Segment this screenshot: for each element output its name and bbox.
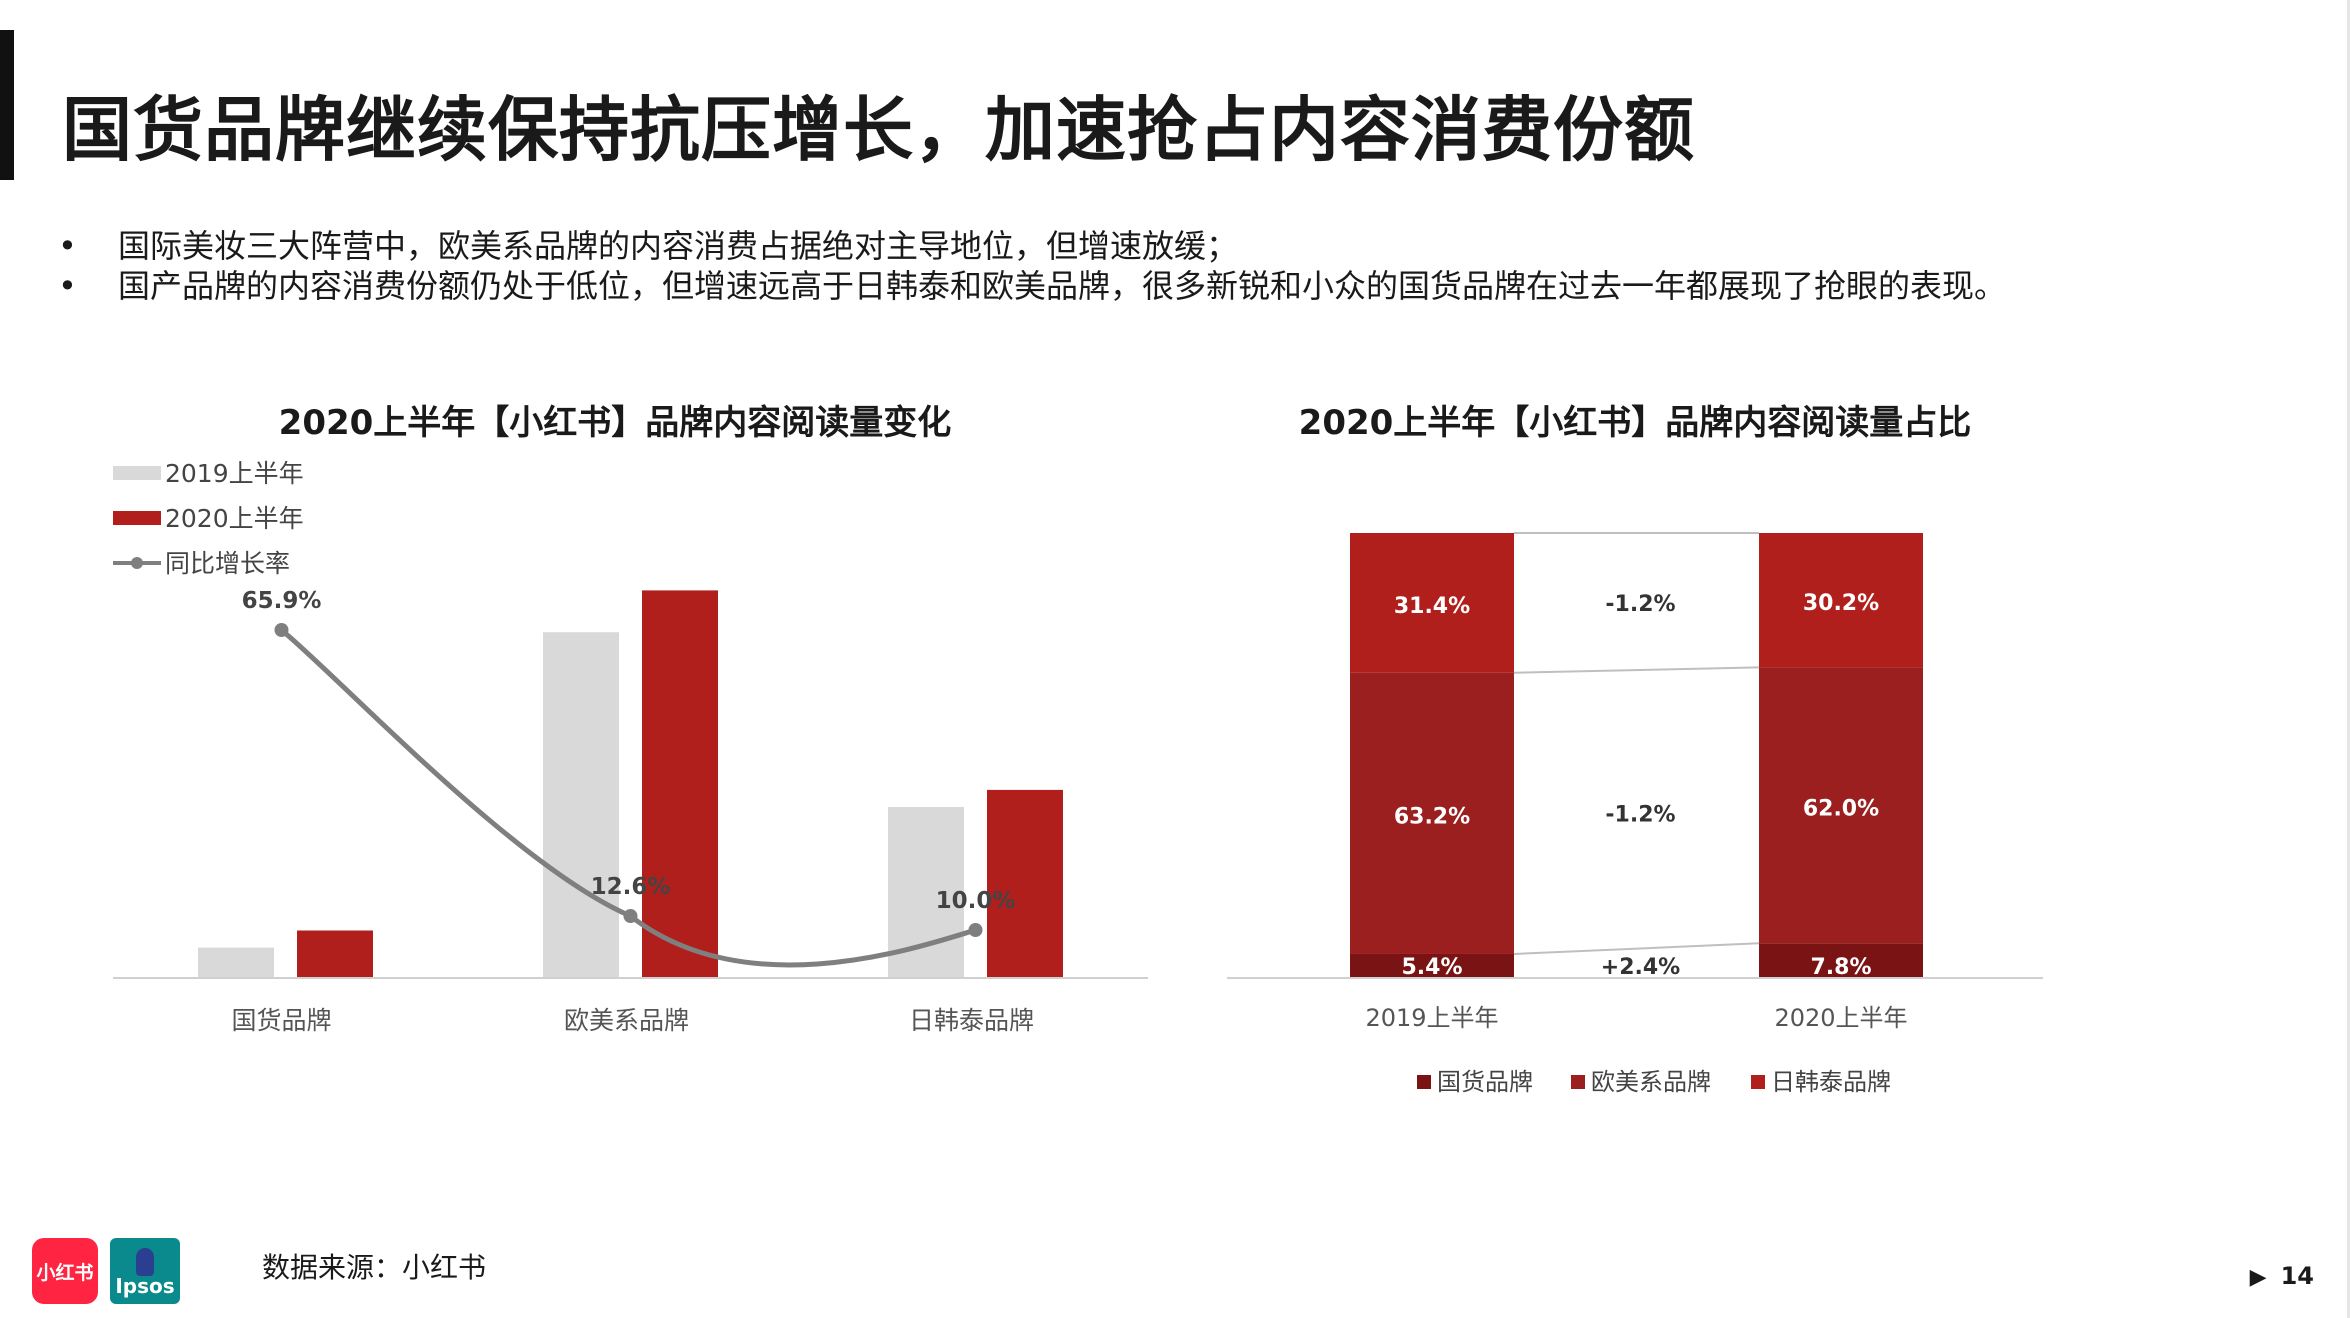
change-label-3: -1.2% [1605,592,1675,617]
legend-swatch-1 [1417,1075,1431,1089]
page-title: 国货品牌继续保持抗压增长，加速抢占内容消费份额 [62,89,1695,171]
legend-label-1: 2019上半年 [165,459,304,488]
stack-label-1-2: 7.8% [1810,955,1871,980]
legend-label-line: 同比增长率 [165,549,290,578]
page-edge-rule [2347,0,2350,1318]
stack-seg-2-1 [1350,672,1514,954]
growth-label-3: 10.0% [936,888,1016,914]
data-source: 数据来源：小红书 [262,1251,487,1284]
x-tick-label: 日韩泰品牌 [909,1006,1034,1035]
stack-label-1-1: 5.4% [1401,955,1462,980]
ipsos-logo-text: Ipsos [115,1274,175,1298]
change-label-1: +2.4% [1601,955,1680,980]
stack-label-2-2: 62.0% [1803,796,1879,821]
stack-seg-3-1 [1350,533,1514,673]
chart1-title: 2020上半年【小红书】品牌内容阅读量变化 [278,403,952,443]
bar-2-2 [642,590,718,978]
ipsos-logo: Ipsos [110,1238,180,1304]
bullet-item: 国际美妆三大阵营中，欧美系品牌的内容消费占据绝对主导地位，但增速放缓； [58,226,2006,266]
stack-seg-1-2 [1759,943,1923,978]
stack-seg-2-2 [1759,667,1923,944]
chart2-title: 2020上半年【小红书】品牌内容阅读量占比 [1298,403,1972,443]
growth-marker-1 [274,623,289,637]
stack-label-3-2: 30.2% [1803,591,1879,616]
bullet-item: 国产品牌的内容消费份额仍处于低位，但增速远高于日韩泰和欧美品牌，很多新锐和小众的… [58,266,2006,306]
stack-label-2-1: 63.2% [1394,804,1470,829]
page-number: ▶ 14 [2250,1262,2314,1290]
legend-label-1: 国货品牌 [1437,1068,1533,1096]
play-arrow-icon: ▶ [2249,1265,2267,1290]
x-tick-label: 2019上半年 [1365,1004,1498,1032]
bar-1-2 [543,632,619,978]
stack-label-3-1: 31.4% [1394,594,1470,619]
stack-seg-3-2 [1759,533,1923,668]
x-tick-label: 2020上半年 [1774,1004,1907,1032]
growth-marker-2 [623,909,638,924]
growth-label-2: 12.6% [591,874,671,900]
lightbulb-icon [136,1248,154,1276]
legend-line-marker [131,557,143,569]
bar-2-1 [297,930,373,978]
bar-1-1 [198,947,274,978]
change-label-2: -1.2% [1605,802,1675,827]
connector-line-1 [1513,942,1760,955]
xiaohongshu-logo: 小红书 [32,1238,98,1304]
bar-2-3 [987,789,1063,978]
x-tick-label: 欧美系品牌 [564,1006,689,1035]
x-tick-label: 国货品牌 [231,1006,331,1035]
legend-label-2: 2020上半年 [165,504,304,533]
bullet-list: 国际美妆三大阵营中，欧美系品牌的内容消费占据绝对主导地位，但增速放缓； 国产品牌… [58,226,2006,306]
stack-seg-1-1 [1350,953,1514,978]
connector-line-2 [1513,666,1760,674]
legend-swatch-2 [1571,1075,1585,1089]
legend-swatch-2 [113,511,161,525]
legend-label-2: 欧美系品牌 [1591,1068,1711,1096]
page-number-text: 14 [2280,1262,2314,1290]
accent-bar [0,30,14,180]
legend-label-3: 日韩泰品牌 [1771,1068,1891,1096]
legend-swatch-3 [1751,1075,1765,1089]
growth-label-1: 65.9% [242,588,322,614]
growth-marker-3 [968,923,983,937]
legend-swatch-1 [113,466,161,480]
